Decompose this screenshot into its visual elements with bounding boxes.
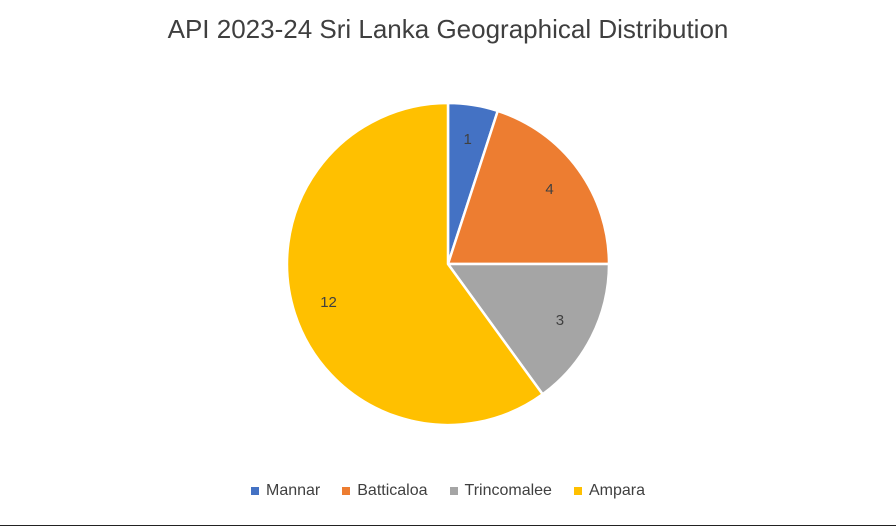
legend-item-mannar: Mannar <box>251 482 320 500</box>
data-label-mannar: 1 <box>463 131 471 148</box>
legend-swatch <box>251 487 259 495</box>
legend-label: Trincomalee <box>464 482 552 499</box>
data-label-batticaloa: 4 <box>545 181 553 198</box>
legend-swatch <box>449 487 458 495</box>
chart-title: API 2023-24 Sri Lanka Geographical Distr… <box>167 14 729 44</box>
legend-label: Ampara <box>588 482 645 499</box>
legend-item-batticaloa: Batticaloa <box>342 482 428 500</box>
legend-item-ampara: Ampara <box>573 482 645 500</box>
data-label-ampara: 12 <box>320 294 337 311</box>
legend-label: Batticaloa <box>357 482 428 499</box>
pie-slice-trincomalee <box>446 262 611 396</box>
legend-swatch <box>573 487 582 495</box>
pie-slice-batticaloa <box>446 109 611 266</box>
data-label-trincomalee: 3 <box>556 312 564 329</box>
legend-swatch <box>342 487 351 495</box>
legend: Mannar Batticaloa Trincomalee Ampara <box>0 482 896 500</box>
legend-item-trincomalee: Trincomalee <box>449 482 552 500</box>
pie-slice-ampara <box>285 101 544 427</box>
legend-label: Mannar <box>266 482 321 499</box>
